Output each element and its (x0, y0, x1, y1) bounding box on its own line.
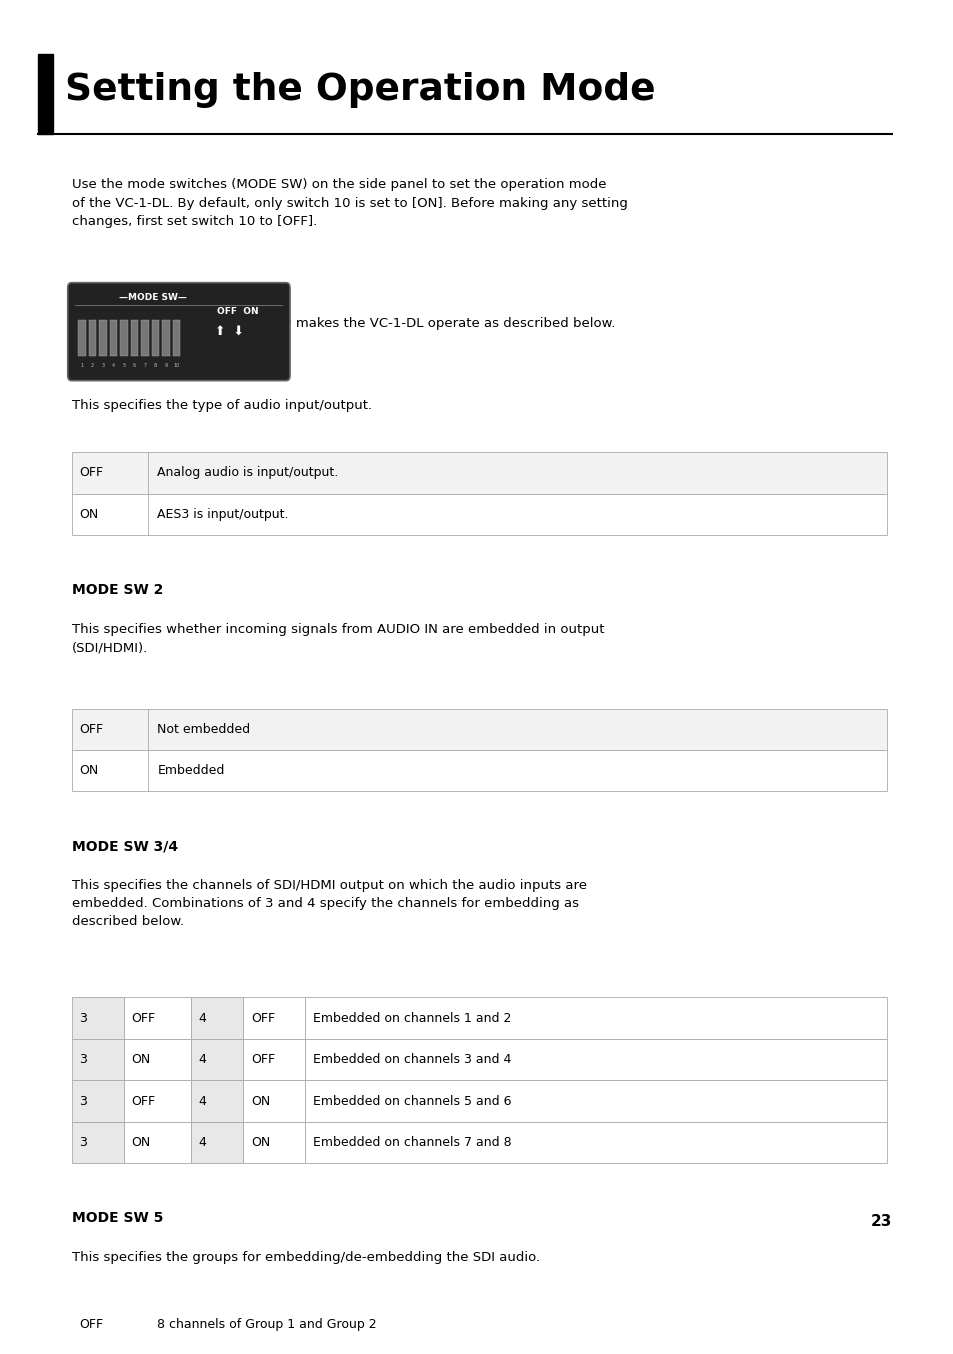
Bar (38, 54, 53, 134)
Text: 8 channels of Group 1 and Group 2: 8 channels of Group 1 and Group 2 (157, 1319, 376, 1331)
Text: Embedded on channels 3 and 4: Embedded on channels 3 and 4 (313, 1053, 511, 1066)
Text: 23: 23 (870, 1213, 891, 1228)
Text: ON: ON (132, 1053, 151, 1066)
Text: AES3 is input/output.: AES3 is input/output. (157, 508, 289, 521)
Text: Embedded on channels 7 and 8: Embedded on channels 7 and 8 (313, 1136, 511, 1150)
Text: OFF: OFF (132, 1094, 155, 1108)
Bar (152, 321, 159, 356)
Bar (131, 321, 138, 356)
Bar (71, 452, 886, 494)
Text: 3: 3 (79, 1011, 87, 1025)
Bar (124, 1039, 191, 1080)
Bar (99, 321, 107, 356)
Text: 3: 3 (79, 1094, 87, 1108)
Bar (305, 1122, 886, 1163)
Text: OFF: OFF (79, 467, 103, 479)
Text: OFF: OFF (79, 1319, 103, 1331)
Bar (71, 1346, 886, 1354)
Text: 2: 2 (91, 363, 94, 368)
Text: 4: 4 (198, 1094, 206, 1108)
FancyBboxPatch shape (68, 283, 290, 380)
Text: MODE SW 2: MODE SW 2 (71, 584, 163, 597)
Text: Analog audio is input/output.: Analog audio is input/output. (157, 467, 338, 479)
Text: Setting the Operation Mode: Setting the Operation Mode (65, 73, 655, 108)
Text: 3: 3 (79, 1053, 87, 1066)
Text: MODE SW 5: MODE SW 5 (71, 1210, 163, 1225)
Bar (191, 1039, 243, 1080)
Text: This specifies the channels of SDI/HDMI output on which the audio inputs are
emb: This specifies the channels of SDI/HDMI … (71, 879, 586, 929)
Text: ON: ON (79, 764, 98, 777)
Bar (243, 1080, 305, 1122)
Bar (71, 708, 886, 750)
Bar (110, 321, 117, 356)
Bar (243, 998, 305, 1039)
Text: OFF: OFF (251, 1011, 274, 1025)
Text: ON: ON (132, 1136, 151, 1150)
Text: Embedded on channels 1 and 2: Embedded on channels 1 and 2 (313, 1011, 511, 1025)
Bar (71, 750, 886, 792)
Bar (89, 321, 96, 356)
Text: Operating switches 1 through 10 makes the VC-1-DL operate as described below.: Operating switches 1 through 10 makes th… (71, 317, 615, 329)
Bar (191, 998, 243, 1039)
Bar (141, 321, 149, 356)
Bar (305, 1039, 886, 1080)
Bar (71, 998, 124, 1039)
Text: This specifies the groups for embedding/de-embedding the SDI audio.: This specifies the groups for embedding/… (71, 1251, 539, 1265)
Bar (78, 321, 86, 356)
Text: ON: ON (251, 1136, 270, 1150)
Text: —MODE SW—: —MODE SW— (119, 292, 187, 302)
Text: Embedded: Embedded (157, 764, 225, 777)
Bar (71, 1080, 124, 1122)
Text: OFF: OFF (132, 1011, 155, 1025)
Bar (124, 998, 191, 1039)
Text: 4: 4 (198, 1053, 206, 1066)
Text: 8: 8 (153, 363, 157, 368)
Text: This specifies whether incoming signals from AUDIO IN are embedded in output
(SD: This specifies whether incoming signals … (71, 623, 603, 654)
Text: 4: 4 (198, 1011, 206, 1025)
Bar (191, 1080, 243, 1122)
Text: ON: ON (79, 508, 98, 521)
Bar (305, 998, 886, 1039)
Text: 7: 7 (143, 363, 147, 368)
Text: 4: 4 (198, 1136, 206, 1150)
Bar (120, 321, 128, 356)
Text: Use the mode switches (MODE SW) on the side panel to set the operation mode
of t: Use the mode switches (MODE SW) on the s… (71, 179, 627, 229)
Text: MODE SW 3/4: MODE SW 3/4 (71, 839, 177, 853)
Text: Embedded on channels 5 and 6: Embedded on channels 5 and 6 (313, 1094, 511, 1108)
Text: ⬆  ⬇: ⬆ ⬇ (214, 325, 243, 338)
Text: 9: 9 (164, 363, 168, 368)
Bar (124, 1080, 191, 1122)
Text: 6: 6 (132, 363, 136, 368)
Bar (71, 1304, 886, 1346)
Bar (162, 321, 170, 356)
Text: 3: 3 (101, 363, 105, 368)
Text: 10: 10 (173, 363, 179, 368)
Text: OFF: OFF (251, 1053, 274, 1066)
Text: 4: 4 (112, 363, 115, 368)
Bar (305, 1080, 886, 1122)
Bar (243, 1122, 305, 1163)
Text: This specifies the type of audio input/output.: This specifies the type of audio input/o… (71, 399, 372, 413)
Text: 1: 1 (80, 363, 84, 368)
Bar (71, 1122, 124, 1163)
Text: ON: ON (251, 1094, 270, 1108)
Text: Not embedded: Not embedded (157, 723, 251, 735)
Bar (124, 1122, 191, 1163)
Bar (71, 494, 886, 535)
Bar (191, 1122, 243, 1163)
Bar (243, 1039, 305, 1080)
Text: OFF  ON: OFF ON (216, 306, 258, 315)
Text: OFF: OFF (79, 723, 103, 735)
Text: MODE SW 1: MODE SW 1 (71, 359, 163, 374)
Bar (172, 321, 180, 356)
Bar (71, 1039, 124, 1080)
Text: 5: 5 (122, 363, 126, 368)
Text: 3: 3 (79, 1136, 87, 1150)
